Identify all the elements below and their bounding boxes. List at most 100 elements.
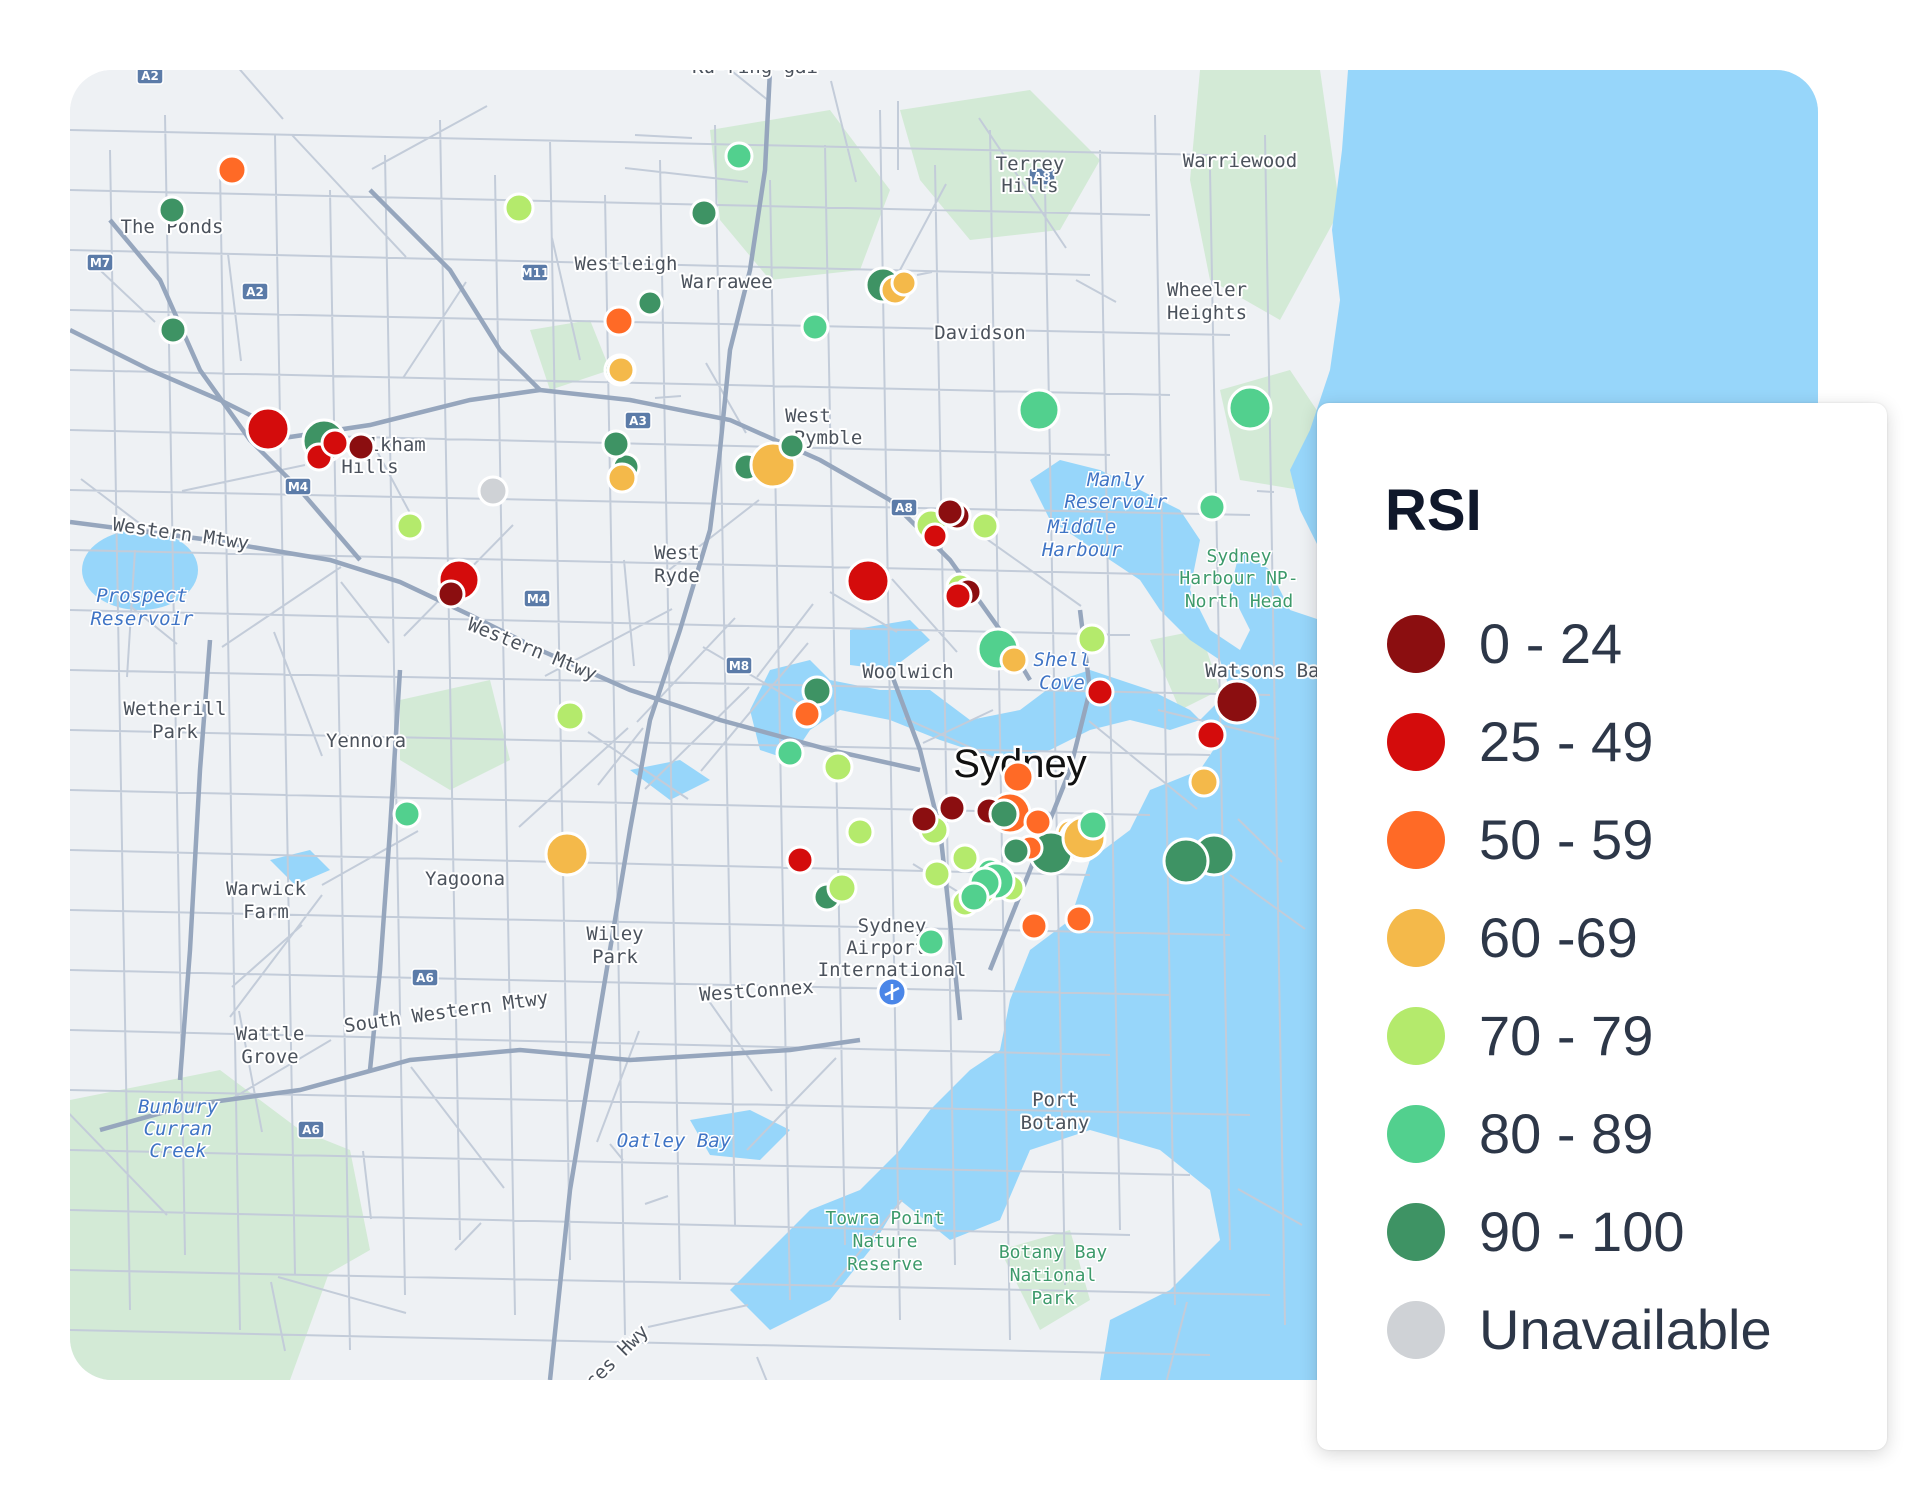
park-label: Botany Bay xyxy=(999,1242,1108,1263)
rsi-marker[interactable] xyxy=(909,804,939,834)
legend-label: 90 - 100 xyxy=(1479,1200,1685,1263)
legend-color-swatch xyxy=(1387,1007,1445,1065)
legend-color-swatch xyxy=(1387,1203,1445,1261)
rsi-marker[interactable] xyxy=(392,799,422,829)
rsi-marker[interactable] xyxy=(395,511,425,541)
water-label: Manly xyxy=(1086,469,1145,491)
legend-label: Unavailable xyxy=(1479,1298,1772,1361)
rsi-marker[interactable] xyxy=(1019,911,1049,941)
place-label: Woolwich xyxy=(862,661,954,683)
rsi-marker[interactable] xyxy=(921,522,949,550)
rsi-marker[interactable] xyxy=(603,305,635,337)
rsi-marker[interactable] xyxy=(970,511,1000,541)
rsi-marker[interactable] xyxy=(1214,679,1260,725)
rsi-marker[interactable] xyxy=(477,475,509,507)
rsi-marker[interactable] xyxy=(1077,809,1109,841)
rsi-marker[interactable] xyxy=(1064,904,1094,934)
rsi-marker[interactable] xyxy=(1195,719,1227,751)
rsi-marker[interactable] xyxy=(1227,385,1273,431)
rsi-marker[interactable] xyxy=(1085,677,1115,707)
rsi-marker[interactable] xyxy=(544,831,590,877)
place-label: Botany xyxy=(1021,1112,1090,1134)
svg-text:M4: M4 xyxy=(527,592,547,606)
rsi-marker[interactable] xyxy=(822,751,854,783)
road-shield: A3 xyxy=(624,411,652,430)
rsi-marker[interactable] xyxy=(216,154,248,186)
place-label: Wattle xyxy=(236,1023,305,1045)
rsi-marker[interactable] xyxy=(1023,807,1053,837)
rsi-marker[interactable] xyxy=(606,355,636,385)
rsi-marker[interactable] xyxy=(503,192,535,224)
rsi-marker[interactable] xyxy=(157,195,187,225)
rsi-marker[interactable] xyxy=(943,581,973,611)
rsi-marker[interactable] xyxy=(1197,492,1227,522)
place-label: Warwick xyxy=(226,878,307,900)
map-labels: Ku-ring-gaiTerreyHillsWarriewoodThe Pond… xyxy=(89,70,1333,1380)
legend-panel: RSI 0 - 24 25 - 49 50 - 59 60 -69 70 - 79 80 … xyxy=(1317,403,1887,1450)
legend-item: Unavailable xyxy=(1387,1297,1867,1367)
rsi-marker[interactable] xyxy=(606,462,638,494)
rsi-marker[interactable] xyxy=(245,406,291,452)
svg-text:M8: M8 xyxy=(729,659,749,673)
rsi-marker[interactable] xyxy=(689,198,719,228)
rsi-marker[interactable] xyxy=(1001,836,1031,866)
legend-color-swatch xyxy=(1387,811,1445,869)
place-label: Grove xyxy=(241,1046,298,1068)
place-label: Yennora xyxy=(326,730,406,752)
legend-color-swatch xyxy=(1387,1301,1445,1359)
svg-text:A8: A8 xyxy=(895,501,913,515)
rsi-marker[interactable] xyxy=(775,738,805,768)
road-shield: M4 xyxy=(284,477,312,496)
rsi-marker[interactable] xyxy=(1076,623,1108,655)
place-label: Park xyxy=(592,946,638,968)
rsi-marker[interactable] xyxy=(935,497,965,527)
rsi-marker[interactable] xyxy=(999,645,1029,675)
place-label: Yagoona xyxy=(425,868,505,890)
rsi-marker[interactable] xyxy=(785,845,815,875)
rsi-marker[interactable] xyxy=(937,793,967,823)
rsi-marker[interactable] xyxy=(436,579,466,609)
place-label: Sydney xyxy=(858,915,927,937)
rsi-marker[interactable] xyxy=(826,872,858,904)
rsi-markers[interactable] xyxy=(157,141,1273,957)
rsi-marker[interactable] xyxy=(800,312,830,342)
rsi-marker[interactable] xyxy=(922,859,952,889)
legend-label: 60 -69 xyxy=(1479,906,1638,969)
rsi-marker[interactable] xyxy=(636,289,664,317)
legend-item: 0 - 24 xyxy=(1387,611,1867,681)
place-label: The Ponds xyxy=(121,216,224,238)
rsi-marker[interactable] xyxy=(1188,766,1220,798)
rsi-marker[interactable] xyxy=(792,699,822,729)
rsi-marker[interactable] xyxy=(1162,837,1210,885)
legend-label: 80 - 89 xyxy=(1479,1102,1654,1165)
rsi-marker[interactable] xyxy=(158,315,188,345)
legend-label: 50 - 59 xyxy=(1479,808,1654,871)
rsi-marker[interactable] xyxy=(554,700,586,732)
rsi-marker[interactable] xyxy=(1017,388,1061,432)
svg-text:A6: A6 xyxy=(302,1123,320,1137)
rsi-marker[interactable] xyxy=(950,843,980,873)
place-label: Port xyxy=(1032,1089,1078,1111)
svg-text:A6: A6 xyxy=(416,971,434,985)
legend-color-swatch xyxy=(1387,1105,1445,1163)
rsi-marker[interactable] xyxy=(346,432,376,462)
rsi-marker[interactable] xyxy=(1001,760,1035,794)
rsi-marker[interactable] xyxy=(778,432,806,460)
water-label: Middle xyxy=(1047,516,1117,538)
place-label: Hills xyxy=(1001,175,1058,197)
legend-item: 25 - 49 xyxy=(1387,709,1867,779)
rsi-marker[interactable] xyxy=(845,817,875,847)
rsi-marker[interactable] xyxy=(724,141,754,171)
rsi-marker[interactable] xyxy=(958,881,990,913)
rsi-marker[interactable] xyxy=(845,558,891,604)
place-label: Watsons Bay xyxy=(1205,660,1331,682)
legend-item: 70 - 79 xyxy=(1387,1003,1867,1073)
svg-text:M4: M4 xyxy=(288,480,308,494)
rsi-marker[interactable] xyxy=(890,269,918,297)
rsi-marker[interactable] xyxy=(320,428,350,458)
water-label: Cove xyxy=(1039,672,1085,694)
rsi-marker[interactable] xyxy=(988,798,1020,830)
place-label: Wetherill xyxy=(124,698,227,720)
rsi-marker[interactable] xyxy=(601,429,631,459)
rsi-marker[interactable] xyxy=(916,927,946,957)
